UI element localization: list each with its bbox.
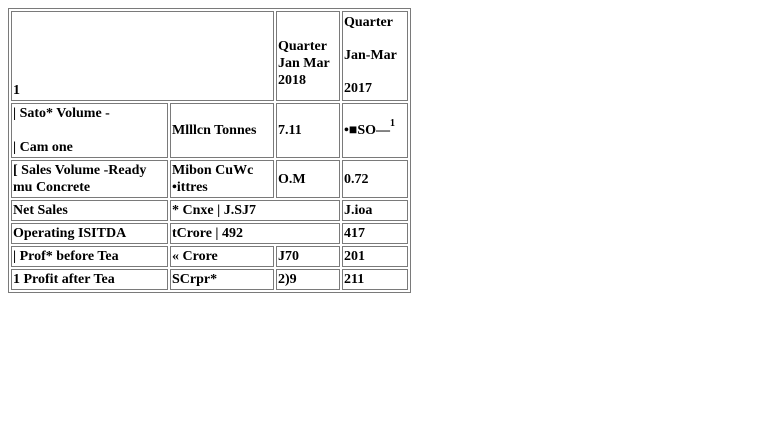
row-label-net-sales: Net Sales	[11, 200, 168, 221]
table-row: | Sato* Volume - | Cam one Mlllcn Tonnes…	[11, 103, 408, 158]
row-label-pbt: | Prof* before Tea	[11, 246, 168, 267]
header-cell-2017: Quarter Jan-Mar 2017	[342, 11, 408, 101]
row-unit-pbt: « Crore	[170, 246, 274, 267]
header-2017-line3: 2017	[344, 81, 372, 96]
header-2017-line2: Jan-Mar	[344, 48, 397, 63]
row-label-rmc-volume: [ Sales Volume -Ready mu Concrete	[11, 160, 168, 198]
row-2017-pbt: 201	[342, 246, 408, 267]
header-2017-line1: Quarter	[344, 15, 393, 30]
row-unit-value-ebitda: tCrore | 492	[170, 223, 340, 244]
row-2017-ebitda: 417	[342, 223, 408, 244]
results-table-wrapper: 1 Quarter Jan Mar 2018 Quarter Jan-Mar 2…	[8, 8, 411, 293]
cement-volume-2017-sup: 1	[390, 118, 396, 130]
row-2017-cement-volume: •■SO—1	[342, 103, 408, 158]
row-label-pat: 1 Profit after Tea	[11, 269, 168, 290]
table-row: [ Sales Volume -Ready mu Concrete Mibon …	[11, 160, 408, 198]
header-2018-line1: Quarter	[278, 38, 327, 54]
table-row: | Prof* before Tea « Crore J70 201	[11, 246, 408, 267]
table-row: 1 Profit after Tea SCrpr* 2)9 211	[11, 269, 408, 290]
row-2018-pbt: J70	[276, 246, 340, 267]
row-2018-cement-volume: 7.11	[276, 103, 340, 158]
header-cell-label: 1	[11, 11, 274, 101]
table-row: Net Sales * Cnxe | J.SJ7 J.ioa	[11, 200, 408, 221]
row-2017-net-sales: J.ioa	[342, 200, 408, 221]
row-2017-rmc-volume: 0.72	[342, 160, 408, 198]
quarterly-results-table: 1 Quarter Jan Mar 2018 Quarter Jan-Mar 2…	[8, 8, 411, 293]
cement-volume-2017-value: •■SO—	[344, 123, 391, 138]
row-unit-cement-volume: Mlllcn Tonnes	[170, 103, 274, 158]
row-2018-rmc-volume: O.M	[276, 160, 340, 198]
cement-volume-label-line2: | Cam one	[13, 140, 73, 155]
row-label-cement-volume: | Sato* Volume - | Cam one	[11, 103, 168, 158]
table-row: Operating ISITDA tCrore | 492 417	[11, 223, 408, 244]
row-unit-value-net-sales: * Cnxe | J.SJ7	[170, 200, 340, 221]
row-2018-pat: 2)9	[276, 269, 340, 290]
cement-volume-label-line1: | Sato* Volume -	[13, 106, 110, 121]
row-label-ebitda: Operating ISITDA	[11, 223, 168, 244]
header-2018-line3: 2018	[278, 72, 306, 88]
header-2018-line2: Jan Mar	[278, 55, 330, 71]
table-header-row: 1 Quarter Jan Mar 2018 Quarter Jan-Mar 2…	[11, 11, 408, 101]
row-unit-rmc-volume: Mibon CuWc •ittres	[170, 160, 274, 198]
row-2017-pat: 211	[342, 269, 408, 290]
header-cell-2018: Quarter Jan Mar 2018	[276, 11, 340, 101]
row-unit-pat: SCrpr*	[170, 269, 274, 290]
